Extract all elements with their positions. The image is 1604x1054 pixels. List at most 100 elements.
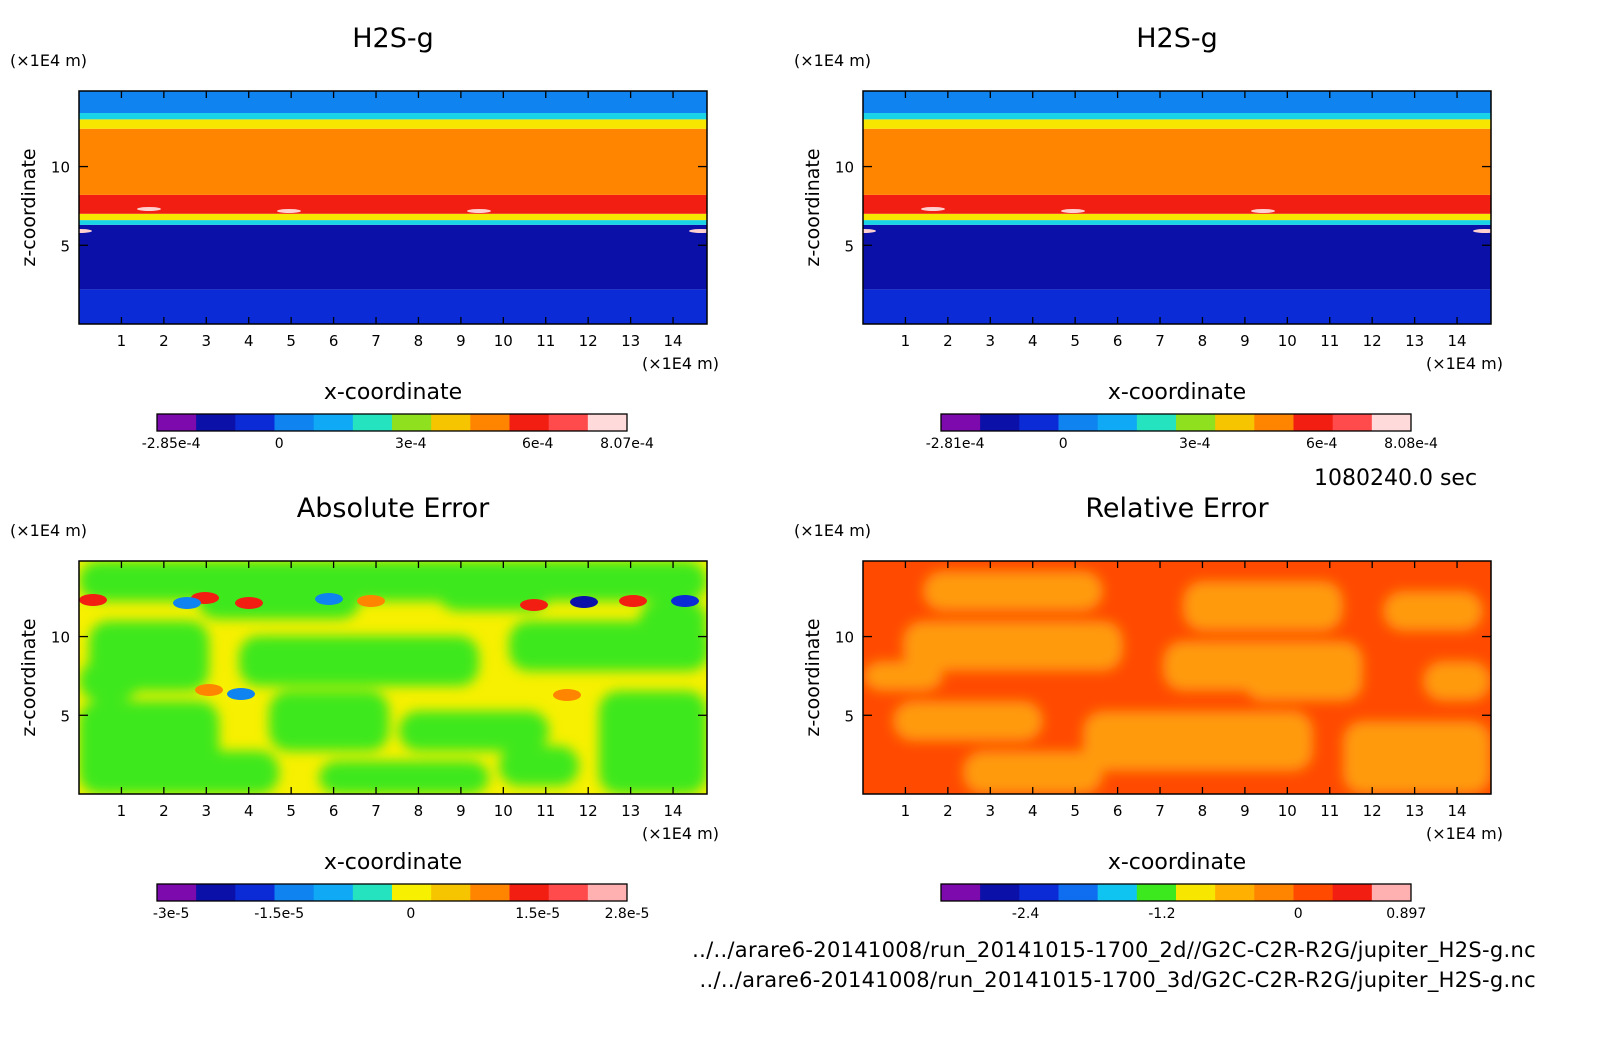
contour-band <box>79 213 707 221</box>
x-tick-label: 3 <box>986 332 996 350</box>
contour-patch <box>639 601 707 641</box>
colorbar-swatch <box>352 884 393 901</box>
z-tick-label: 10 <box>51 159 70 177</box>
colorbar-swatch <box>1254 414 1294 431</box>
error-spot <box>315 593 343 605</box>
z-axis-label: z-coordinate <box>802 618 824 736</box>
colorbar-swatch <box>352 414 393 431</box>
x-tick-label: 13 <box>621 802 640 820</box>
x-tick-label: 1 <box>117 332 127 350</box>
colorbar-swatch <box>1019 414 1059 431</box>
x-axis-label: x-coordinate <box>1108 850 1246 875</box>
contour-patches <box>863 571 1491 794</box>
x-tick-label: 7 <box>1155 802 1165 820</box>
colorbar-swatch <box>274 414 315 431</box>
colorbar-label: -1.5e-5 <box>254 906 304 922</box>
contour-band <box>863 113 1491 120</box>
contour-highlight <box>1061 209 1085 213</box>
colorbar-swatch <box>1097 884 1138 901</box>
contour-patch <box>893 701 1043 741</box>
contour-band <box>863 289 1491 324</box>
contour-patch <box>903 621 1123 671</box>
error-spot <box>357 595 385 607</box>
error-spot <box>520 599 548 611</box>
x-tick-label: 7 <box>371 332 381 350</box>
colorbar-label: 2.8e-5 <box>605 906 650 922</box>
colorbar-swatch <box>941 884 981 901</box>
contour-band <box>79 289 707 324</box>
contour-patch <box>1423 661 1491 701</box>
x-tick-label: 1 <box>117 802 127 820</box>
plot-frame <box>862 90 1492 325</box>
colorbar-swatch <box>1176 884 1216 901</box>
x-tick-label: 2 <box>943 332 953 350</box>
x-tick-label: 7 <box>371 802 381 820</box>
contour-band <box>863 224 1491 290</box>
contour-patch <box>863 661 943 691</box>
z-tick-label: 10 <box>835 159 854 177</box>
error-spot <box>195 684 223 696</box>
x-tick-label: 5 <box>1070 332 1080 350</box>
colorbar-swatch <box>1136 884 1177 901</box>
x-tick-label: 4 <box>244 802 254 820</box>
colorbar-swatch <box>1371 884 1412 901</box>
contour-band <box>79 113 707 120</box>
x-unit-label: (×1E4 m) <box>642 824 719 843</box>
x-tick-label: 14 <box>1448 802 1467 820</box>
contour-band <box>79 119 707 129</box>
error-spot <box>619 595 647 607</box>
colorbar-swatch <box>1332 884 1373 901</box>
colorbar-swatch <box>548 884 589 901</box>
x-unit-label: (×1E4 m) <box>642 354 719 373</box>
contour-patch <box>499 746 579 786</box>
plot-frame <box>862 560 1492 795</box>
contour-patch <box>399 711 549 751</box>
colorbar-swatch <box>157 414 197 431</box>
x-tick-label: 1 <box>901 332 911 350</box>
timestamp: 1080240.0 sec <box>1314 466 1478 491</box>
x-axis-label: x-coordinate <box>324 380 462 405</box>
contour-patch <box>319 761 489 794</box>
x-tick-label: 2 <box>159 802 169 820</box>
contour-patch <box>1183 581 1343 631</box>
chart-title: Relative Error <box>1085 493 1269 524</box>
colorbar-label: -2.85e-4 <box>142 436 201 452</box>
error-spot <box>570 596 598 608</box>
contour-band <box>863 194 1491 214</box>
colorbar-frame <box>156 883 628 902</box>
x-tick-label: 1 <box>901 802 911 820</box>
x-tick-label: 3 <box>202 802 212 820</box>
z-tick-label: 5 <box>60 707 70 725</box>
x-tick-label: 10 <box>1278 332 1297 350</box>
z-tick-label: 10 <box>51 629 70 647</box>
colorbar-swatch <box>431 884 471 901</box>
plot-frame <box>78 560 708 795</box>
z-axis-label: z-coordinate <box>802 148 824 266</box>
contour-patch <box>1383 591 1483 631</box>
x-tick-label: 14 <box>1448 332 1467 350</box>
contour-band <box>863 119 1491 129</box>
error-spot <box>227 688 255 700</box>
x-tick-label: 3 <box>202 332 212 350</box>
contour-highlight <box>689 229 707 233</box>
x-tick-label: 12 <box>579 802 598 820</box>
x-tick-label: 13 <box>1405 802 1424 820</box>
x-tick-label: 2 <box>159 332 169 350</box>
colorbar-swatch <box>392 884 432 901</box>
z-tick-label: 5 <box>844 707 854 725</box>
error-spot <box>671 595 699 607</box>
colorbar-swatch <box>1136 414 1177 431</box>
x-tick-label: 5 <box>1070 802 1080 820</box>
colorbar-swatch <box>313 414 354 431</box>
z-unit-label: (×1E4 m) <box>794 521 871 540</box>
x-tick-label: 9 <box>456 332 466 350</box>
x-tick-label: 7 <box>1155 332 1165 350</box>
x-tick-label: 13 <box>1405 332 1424 350</box>
x-tick-label: 10 <box>494 802 513 820</box>
x-tick-label: 4 <box>1028 802 1038 820</box>
contour-highlight <box>921 207 945 211</box>
x-unit-label: (×1E4 m) <box>1426 354 1503 373</box>
colorbar-swatch <box>587 414 628 431</box>
colorbar-frame <box>940 413 1412 432</box>
chart-panel-2: H2S-g(×1E4 m)1 2 3 4 5 6 7 8 9 10 11 12 13 14510(×1E4… <box>794 23 1503 452</box>
